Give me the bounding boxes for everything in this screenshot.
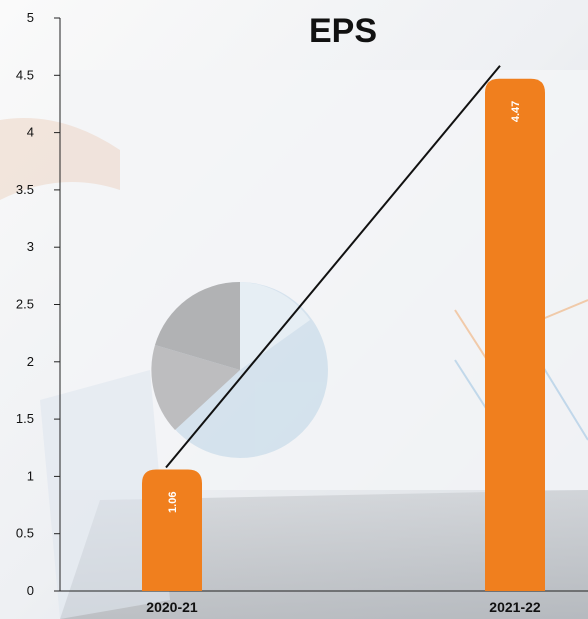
y-tick-label: 5	[27, 10, 34, 25]
y-tick-label: 2	[27, 354, 34, 369]
y-tick-label: 4	[27, 125, 34, 140]
y-tick-label: 3.5	[16, 182, 34, 197]
y-tick-label: 0	[27, 583, 34, 598]
bar-data-label: 4.47	[510, 101, 522, 122]
y-tick-label: 3	[27, 239, 34, 254]
bar-data-label: 1.06	[167, 492, 179, 513]
y-tick-label: 4.5	[16, 67, 34, 82]
y-tick-label: 0.5	[16, 526, 34, 541]
x-axis-labels: 2020-21 2021-22	[146, 599, 541, 615]
trend-line	[165, 65, 501, 469]
y-tick-label: 1.5	[16, 411, 34, 426]
y-tick-label: 2.5	[16, 297, 34, 312]
bars: 1.06 4.47	[142, 78, 545, 592]
x-category-label: 2021-22	[489, 599, 541, 615]
bar-2020-21	[142, 469, 202, 591]
trend-line-group	[165, 65, 501, 469]
y-tick-label: 1	[27, 468, 34, 483]
x-category-label: 2020-21	[146, 599, 198, 615]
bar-2021-22	[485, 78, 545, 592]
chart-title: EPS	[309, 12, 377, 50]
